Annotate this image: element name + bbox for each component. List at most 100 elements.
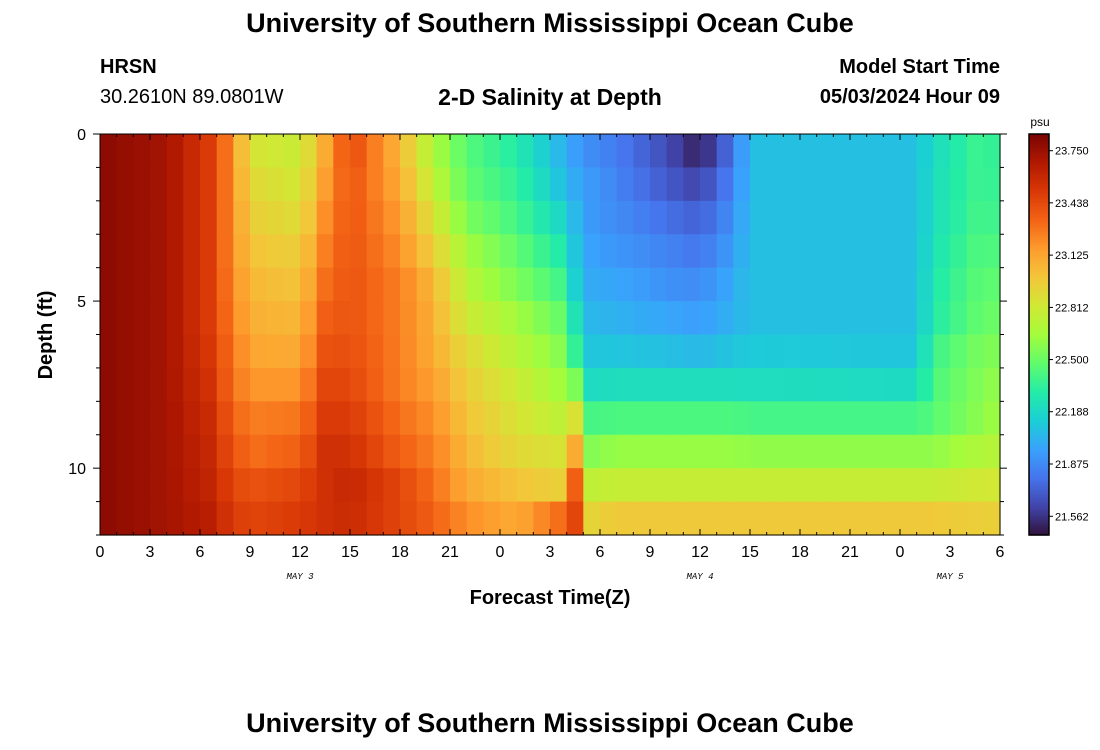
heatmap-cell — [750, 401, 768, 436]
heatmap-cell — [933, 234, 951, 269]
heatmap-cell — [100, 301, 118, 336]
colorbar-segment — [1029, 507, 1049, 511]
colorbar-segment — [1029, 216, 1049, 220]
heatmap-cell — [866, 334, 884, 369]
heatmap-cell — [616, 167, 634, 202]
heatmap-cell — [933, 501, 951, 536]
heatmap-cell — [816, 134, 834, 169]
colorbar-segment — [1029, 467, 1049, 471]
heatmap-cell — [850, 200, 868, 235]
colorbar-segment — [1029, 156, 1049, 160]
heatmap-cell — [616, 501, 634, 536]
colorbar-segment — [1029, 532, 1049, 536]
heatmap-cell — [183, 468, 201, 503]
colorbar-segment — [1029, 186, 1049, 190]
heatmap-cell — [533, 501, 551, 536]
date-label: MAY 5 — [936, 572, 964, 582]
colorbar-segment — [1029, 459, 1049, 463]
heatmap-cell — [316, 501, 334, 536]
y-axis-label: Depth (ft) — [35, 291, 57, 380]
heatmap-cell — [216, 167, 234, 202]
heatmap-cell — [383, 200, 401, 235]
heatmap-cell — [516, 200, 534, 235]
heatmap-cell — [583, 501, 601, 536]
colorbar-segment — [1029, 527, 1049, 531]
heatmap-cell — [966, 334, 984, 369]
colorbar-segment — [1029, 447, 1049, 451]
heatmap-cell — [966, 468, 984, 503]
colorbar-segment — [1029, 472, 1049, 476]
heatmap-cell — [783, 434, 801, 469]
heatmap-cell — [100, 468, 118, 503]
x-tick-label: 6 — [196, 544, 205, 561]
colorbar-segment — [1029, 169, 1049, 173]
colorbar-segment — [1029, 329, 1049, 333]
heatmap-cell — [633, 167, 651, 202]
heatmap-cell — [733, 234, 751, 269]
heatmap-cell — [116, 267, 134, 302]
colorbar-segment — [1029, 201, 1049, 205]
heatmap-cell — [500, 234, 518, 269]
heatmap-cell — [950, 200, 968, 235]
heatmap-cell — [566, 401, 584, 436]
heatmap-cell — [166, 167, 184, 202]
heatmap-cell — [783, 267, 801, 302]
heatmap-cell — [316, 301, 334, 336]
heatmap-cell — [850, 367, 868, 402]
heatmap-cell — [183, 367, 201, 402]
heatmap-cell — [950, 468, 968, 503]
colorbar-segment — [1029, 264, 1049, 268]
heatmap-cell — [800, 401, 818, 436]
heatmap-cell — [883, 200, 901, 235]
heatmap-cell — [800, 267, 818, 302]
heatmap-cell — [516, 501, 534, 536]
heatmap-cell — [916, 301, 934, 336]
heatmap-cell — [133, 200, 151, 235]
x-tick-label: 3 — [546, 544, 555, 561]
heatmap-cell — [233, 234, 251, 269]
heatmap-cell — [733, 200, 751, 235]
heatmap-cell — [833, 468, 851, 503]
heatmap-cell — [633, 200, 651, 235]
heatmap-cell — [133, 301, 151, 336]
heatmap-cell — [966, 301, 984, 336]
heatmap-cell — [116, 367, 134, 402]
heatmap-cell — [450, 134, 468, 169]
colorbar-segment — [1029, 249, 1049, 253]
heatmap-cell — [816, 234, 834, 269]
heatmap-cell — [550, 434, 568, 469]
heatmap-cell — [150, 501, 168, 536]
heatmap-cell — [683, 167, 701, 202]
heatmap-cell — [816, 468, 834, 503]
colorbar-segment — [1029, 492, 1049, 496]
heatmap-cell — [950, 334, 968, 369]
heatmap-cell — [716, 367, 734, 402]
colorbar-segment — [1029, 224, 1049, 228]
heatmap-cell — [850, 501, 868, 536]
heatmap-cell — [400, 134, 418, 169]
heatmap-cell — [733, 167, 751, 202]
heatmap-cell — [416, 200, 434, 235]
heatmap-cell — [266, 200, 284, 235]
heatmap-cell — [916, 468, 934, 503]
heatmap-cell — [650, 501, 668, 536]
heatmap-cell — [350, 301, 368, 336]
heatmap-cell — [700, 367, 718, 402]
heatmap-cell — [250, 501, 268, 536]
heatmap-cell — [800, 334, 818, 369]
heatmap-cell — [350, 367, 368, 402]
heatmap-cell — [200, 401, 218, 436]
heatmap-cell — [316, 134, 334, 169]
heatmap-cell — [850, 134, 868, 169]
heatmap-cell — [966, 167, 984, 202]
heatmap-cell — [633, 468, 651, 503]
heatmap-cell — [183, 334, 201, 369]
heatmap-cell — [433, 301, 451, 336]
heatmap-cell — [733, 401, 751, 436]
heatmap-cell — [600, 367, 618, 402]
colorbar-segment — [1029, 524, 1049, 529]
heatmap-cell — [133, 367, 151, 402]
heatmap-cell — [750, 501, 768, 536]
heatmap-cell — [200, 267, 218, 302]
